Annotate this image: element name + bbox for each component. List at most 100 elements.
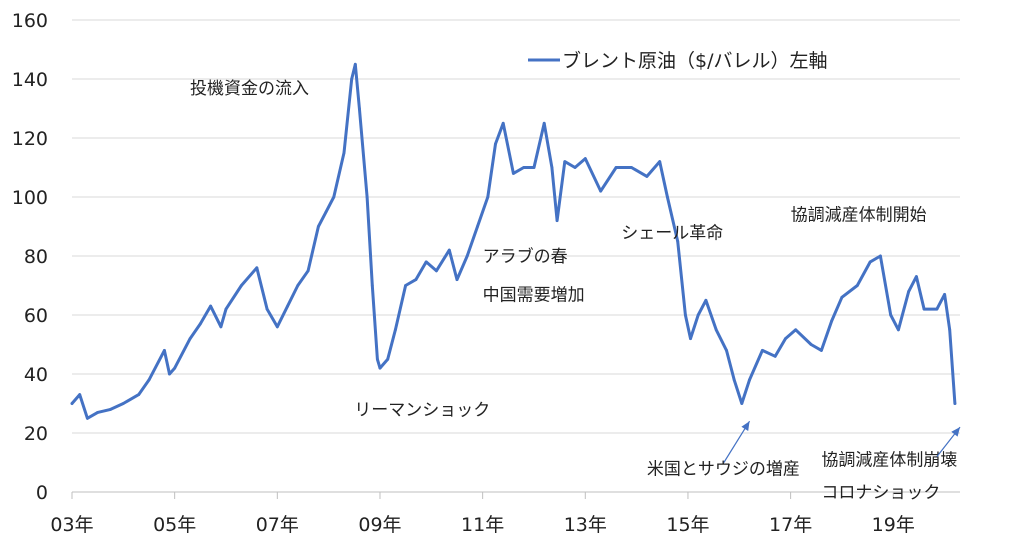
x-tick-label: 03年 [50,514,93,536]
data-point [198,322,202,326]
x-tick-label: 07年 [256,514,299,536]
data-point [342,151,346,155]
data-point [696,313,700,317]
data-point [404,284,407,287]
data-point [78,393,82,396]
data-point [378,366,382,370]
data-point [868,260,872,264]
annotation-arrow-head [741,421,750,431]
data-point [915,275,918,278]
legend-label: ブレント原油（$/バレル）左軸 [562,49,828,72]
data-point [435,269,438,273]
data-point [573,166,577,169]
x-tick-label: 17年 [769,514,812,536]
y-tick-label-40: 40 [24,364,48,386]
annotation-label: アラブの春 [483,246,568,267]
data-point [794,328,798,332]
data-point [522,166,526,169]
data-point [447,248,451,252]
data-point [275,325,279,329]
x-tick-label: 13年 [564,514,607,536]
data-point [897,328,900,332]
data-point [555,219,559,223]
data-point [550,166,554,169]
data-point [773,354,777,358]
data-point [121,402,125,405]
data-point [922,307,926,311]
data-point [748,378,751,382]
data-point [512,172,515,175]
data-point [476,225,479,228]
data-point [296,284,300,287]
data-point [948,328,952,332]
data-point [684,313,687,317]
data-point [943,293,946,296]
data-point [855,284,859,287]
y-axis: 0 20 40 60 80 100 120 140 160 [12,10,48,504]
data-point [224,307,228,311]
data-point [240,284,243,287]
annotation-arrow-head [951,427,960,437]
data-point [370,284,374,287]
data-point [376,357,379,361]
data-point [265,307,269,311]
data-point [255,266,259,270]
annotation-label: 協調減産体制崩壊 [821,450,957,470]
data-point [830,319,834,323]
data-point [820,349,823,352]
y-tick-label-0: 0 [36,482,48,504]
data-point [676,239,680,243]
data-point [666,195,669,199]
data-point [645,175,649,178]
data-point [583,157,587,161]
data-point [732,378,736,382]
data-point [614,166,618,169]
data-point [761,349,764,352]
data-point [109,408,112,411]
data-point [486,195,490,199]
data-point [386,357,390,361]
data-point [168,372,171,376]
data-point [414,278,418,281]
data-point [630,166,633,169]
data-point [704,298,708,302]
annotation-label: リーマンショック [354,400,490,420]
series-line-0 [70,62,957,420]
annotation-label: 投機資金の流入 [190,79,309,99]
data-point [889,313,893,317]
data-point [324,210,328,214]
annotation-label: 協調減産体制開始 [791,206,927,226]
data-point [163,349,166,352]
data-point [501,121,505,125]
data-point [907,290,911,293]
x-tick-label: 19年 [872,514,915,536]
data-point [494,142,497,146]
data-point [219,325,223,329]
y-tick-label-80: 80 [24,246,48,268]
data-point [70,402,74,405]
annotation-label: コロナショック [821,483,940,503]
data-point [658,160,662,164]
data-point [879,254,882,258]
data-point [714,328,718,332]
annotation-label: シェール革命 [621,223,723,243]
data-point [394,328,397,332]
data-point [424,260,428,264]
data-point [317,225,320,228]
y-tick-label-160: 160 [12,10,48,32]
data-point [809,343,813,346]
data-point [465,254,469,258]
data-point [532,166,536,169]
data-point [188,337,192,340]
x-tick-label: 11年 [461,514,504,536]
data-point [350,77,354,81]
x-axis: 03年 05年 07年 09年 11年 13年 15年 17年 19年 [50,491,960,536]
data-point [840,295,844,299]
data-point [147,378,151,382]
data-point [455,278,459,281]
grid-lines [72,19,960,434]
data-point [563,160,567,164]
y-tick-label-20: 20 [24,423,48,445]
